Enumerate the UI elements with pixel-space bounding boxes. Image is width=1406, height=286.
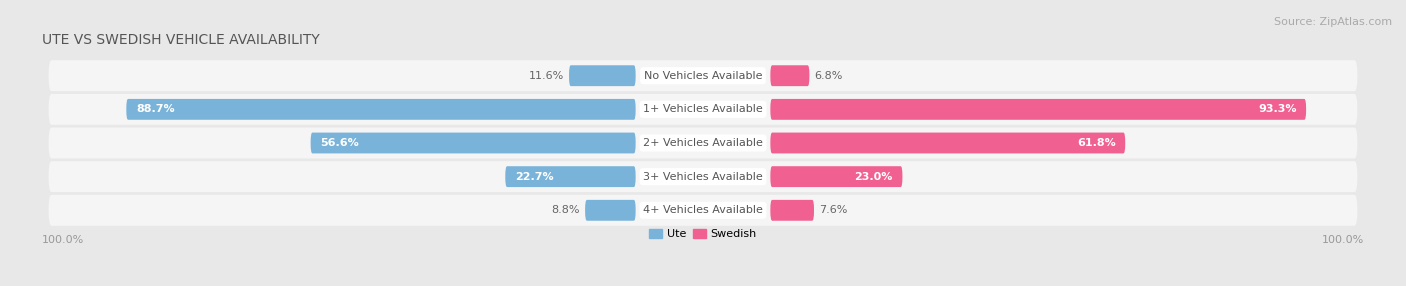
FancyBboxPatch shape [770, 200, 814, 221]
Text: 1+ Vehicles Available: 1+ Vehicles Available [643, 104, 763, 114]
FancyBboxPatch shape [569, 65, 636, 86]
Text: Source: ZipAtlas.com: Source: ZipAtlas.com [1274, 17, 1392, 27]
FancyBboxPatch shape [127, 99, 636, 120]
FancyBboxPatch shape [49, 161, 1357, 192]
FancyBboxPatch shape [505, 166, 636, 187]
FancyBboxPatch shape [311, 133, 636, 153]
Text: 7.6%: 7.6% [820, 205, 848, 215]
Text: 61.8%: 61.8% [1077, 138, 1115, 148]
Text: 93.3%: 93.3% [1258, 104, 1296, 114]
FancyBboxPatch shape [770, 99, 1306, 120]
FancyBboxPatch shape [49, 128, 1357, 158]
Text: 4+ Vehicles Available: 4+ Vehicles Available [643, 205, 763, 215]
Text: 56.6%: 56.6% [321, 138, 359, 148]
Text: 11.6%: 11.6% [529, 71, 564, 81]
Text: 22.7%: 22.7% [515, 172, 554, 182]
FancyBboxPatch shape [770, 166, 903, 187]
FancyBboxPatch shape [49, 94, 1357, 125]
Text: 2+ Vehicles Available: 2+ Vehicles Available [643, 138, 763, 148]
Text: UTE VS SWEDISH VEHICLE AVAILABILITY: UTE VS SWEDISH VEHICLE AVAILABILITY [42, 33, 321, 47]
FancyBboxPatch shape [770, 65, 810, 86]
Text: 23.0%: 23.0% [855, 172, 893, 182]
Text: 8.8%: 8.8% [551, 205, 579, 215]
FancyBboxPatch shape [49, 195, 1357, 226]
Text: 88.7%: 88.7% [136, 104, 174, 114]
Legend: Ute, Swedish: Ute, Swedish [644, 224, 762, 244]
Text: 100.0%: 100.0% [42, 235, 84, 245]
FancyBboxPatch shape [49, 60, 1357, 91]
Text: 3+ Vehicles Available: 3+ Vehicles Available [643, 172, 763, 182]
Text: No Vehicles Available: No Vehicles Available [644, 71, 762, 81]
Text: 100.0%: 100.0% [1322, 235, 1364, 245]
Text: 6.8%: 6.8% [814, 71, 844, 81]
FancyBboxPatch shape [585, 200, 636, 221]
FancyBboxPatch shape [770, 133, 1125, 153]
